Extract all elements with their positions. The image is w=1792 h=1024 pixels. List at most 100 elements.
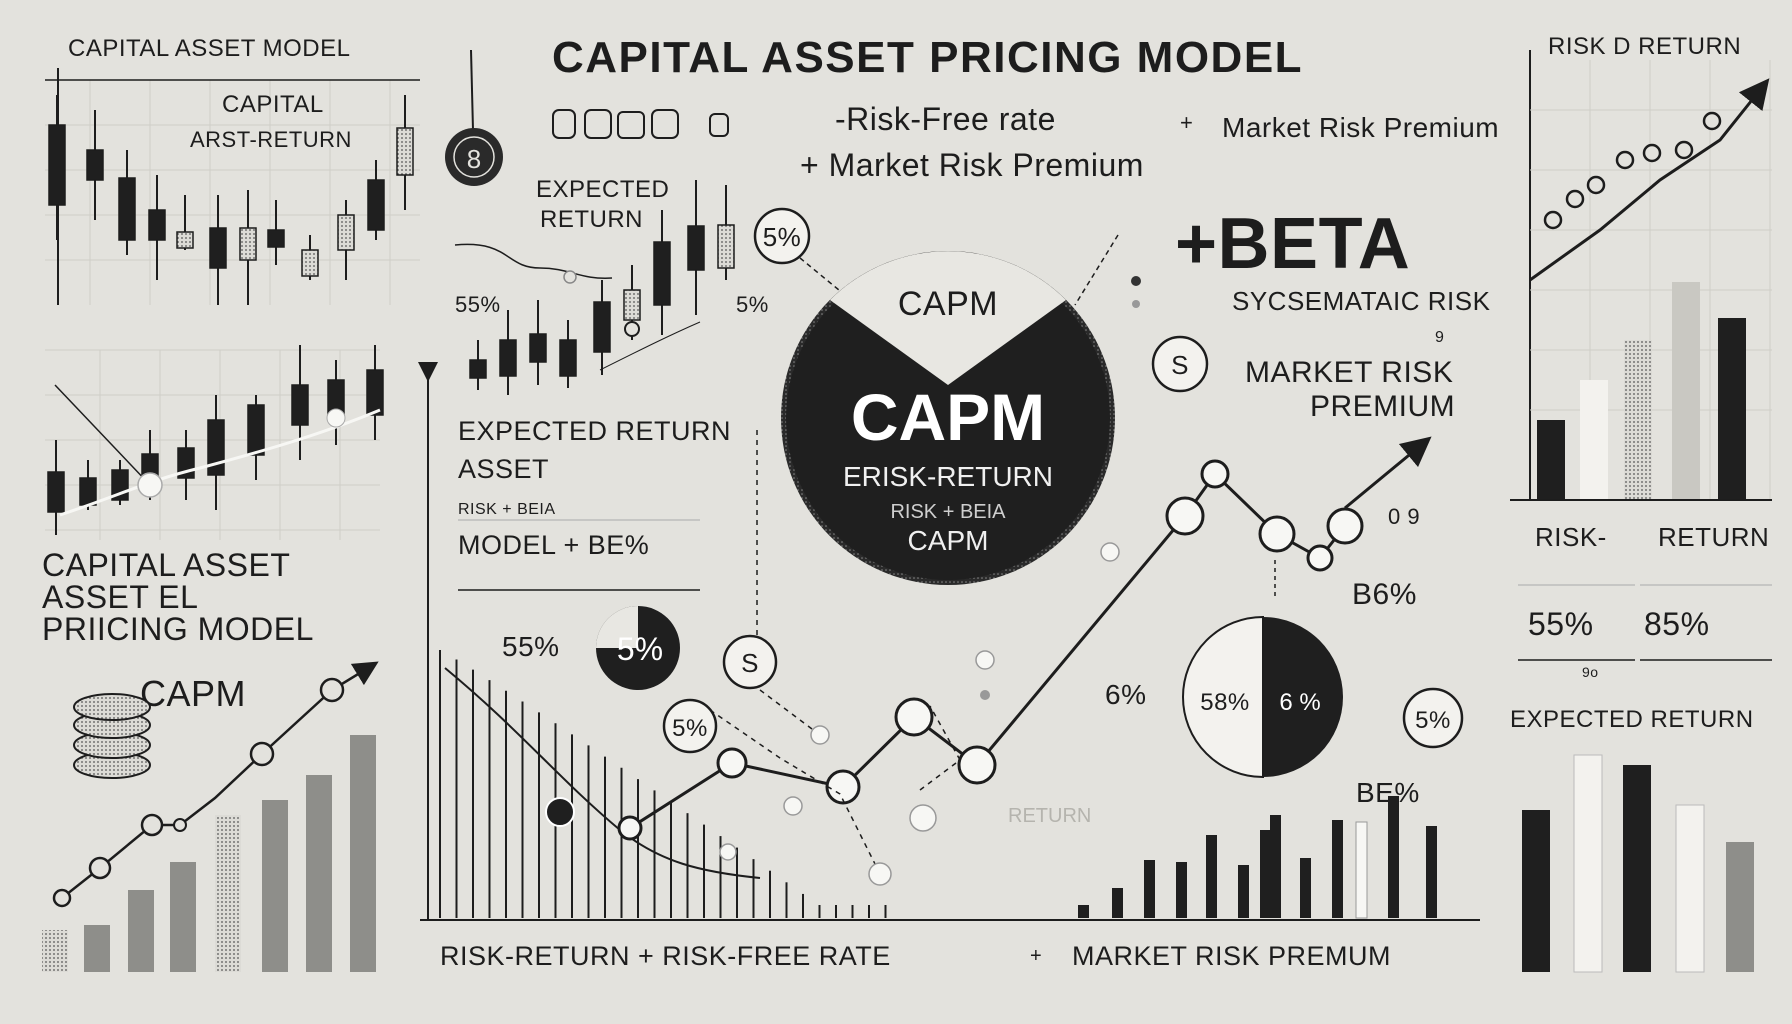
candle (366, 345, 384, 440)
trend-curve-center (454, 243, 613, 279)
bar (1144, 860, 1155, 918)
label-arrow: + (1180, 110, 1193, 135)
pie-label-6: 6 % (1279, 689, 1320, 716)
line-point (617, 815, 643, 841)
label-model-beta: MODEL + BE% (458, 530, 649, 560)
money-bag-icon: 8 (445, 49, 503, 186)
candle (176, 195, 194, 250)
candle (653, 210, 671, 335)
dollar-glyph: 5% (672, 715, 708, 742)
label-faint-row: RISK + BEIA (458, 501, 556, 518)
percent-badge: 5% (1402, 687, 1464, 749)
line-point (1306, 544, 1334, 572)
candle (48, 95, 66, 240)
label-86: B6% (1352, 578, 1417, 611)
bar (1176, 862, 1187, 918)
bar (1672, 282, 1700, 500)
bar (1206, 835, 1217, 918)
bar (1238, 865, 1249, 918)
line-point (716, 747, 748, 779)
candle (337, 200, 355, 280)
bar (1270, 815, 1281, 918)
label-asset: ASSET (458, 454, 549, 484)
line-point (825, 769, 861, 805)
dollar-coin-icon: 5% (753, 207, 811, 265)
label-bottom-mrp: MARKET RISK PREMUM (1072, 941, 1391, 971)
line-point (957, 745, 997, 785)
label-risk-return-top: RISK D RETURN (1548, 33, 1741, 60)
candle (111, 460, 129, 505)
coin-row-icon (552, 109, 729, 139)
pie-chart-right: 58% 6 % (1182, 615, 1343, 779)
label-plus-mrp: + Market Risk Premium (800, 147, 1144, 183)
line-point (894, 697, 934, 737)
candle (148, 175, 166, 280)
capm-central-circle: CAPM CAPM ERISK-RETURN RISK + BEIA CAPM (781, 251, 1115, 585)
label-return-faint: RETURN (1008, 805, 1091, 827)
label-capital-asset-model: CAPITAL ASSET MODEL (68, 35, 350, 62)
bar-chart-bottom-right (1522, 754, 1754, 973)
bar (1623, 765, 1651, 972)
coin-stack-icon (73, 693, 151, 779)
candle (247, 395, 265, 480)
label-55-right: 55% (1528, 606, 1594, 642)
label-55-left: 55% (455, 292, 501, 317)
bar (1078, 905, 1089, 918)
candle (209, 195, 227, 305)
bar-chart-bottom-center-right (1078, 796, 1437, 919)
line-point (1326, 507, 1364, 545)
bar (1726, 842, 1754, 972)
candle (529, 300, 547, 385)
label-bottom-risk-return: RISK-RETURN + RISK-FREE RATE (440, 941, 891, 971)
candle (86, 110, 104, 220)
candle (118, 150, 136, 255)
candle (717, 185, 735, 280)
label-premium: PREMIUM (1310, 390, 1455, 423)
pie-badge-5: 5% (596, 606, 680, 690)
label-5-left: 5% (736, 292, 769, 317)
label-market-risk: MARKET RISK (1245, 356, 1453, 389)
label-small-9: 9 (1435, 329, 1444, 346)
candle (593, 280, 611, 375)
label-systematic-risk: SYCSEMATAIC RISK (1232, 286, 1491, 316)
bar (215, 815, 241, 972)
label-6: 6% (1105, 679, 1146, 710)
bar (170, 862, 196, 972)
label-85-right: 85% (1644, 606, 1710, 642)
circle-label-capm-bottom: CAPM (908, 525, 989, 556)
label-expected-return-right: EXPECTED RETURN (1510, 706, 1754, 733)
candle (469, 340, 487, 390)
label-55-mid: 55% (502, 631, 560, 662)
label-asset-el: ASSET EL (42, 579, 198, 615)
label-expected: EXPECTED (536, 176, 669, 203)
label-pricing-model: PRIICING MODEL (42, 611, 314, 647)
circle-label-capm-top: CAPM (898, 285, 998, 323)
dollar-coin-icon: S (722, 634, 778, 690)
bar (1112, 888, 1123, 918)
label-9o: 9o (1582, 664, 1599, 680)
pie-badge-label: 5% (617, 631, 663, 667)
bar (1522, 810, 1550, 972)
candle (291, 345, 309, 460)
candlestick-panel-top-left (45, 68, 420, 305)
main-line-chart: RETURN (545, 436, 1432, 886)
candlestick-panel-mid-left (45, 345, 384, 540)
percent-badge-label: 5% (1415, 707, 1451, 734)
bar (128, 890, 154, 972)
label-risk: RISK- (1535, 522, 1607, 552)
dollar-glyph: S (1171, 350, 1189, 380)
label-arst-return: ARST-RETURN (190, 127, 352, 152)
dollar-glyph: S (741, 648, 759, 678)
label-plus-beta: +BETA (1175, 204, 1410, 284)
label-be: BE% (1356, 777, 1420, 808)
bar (1260, 830, 1271, 918)
circle-label-risk-beta: RISK + BEIA (890, 501, 1006, 523)
bar (1355, 821, 1368, 919)
line-point (1200, 459, 1230, 489)
label-return-right: RETURN (1658, 522, 1769, 552)
bar (1300, 858, 1311, 918)
line-point (1165, 496, 1205, 536)
bar (1580, 380, 1608, 500)
label-capital: CAPITAL (222, 91, 324, 118)
